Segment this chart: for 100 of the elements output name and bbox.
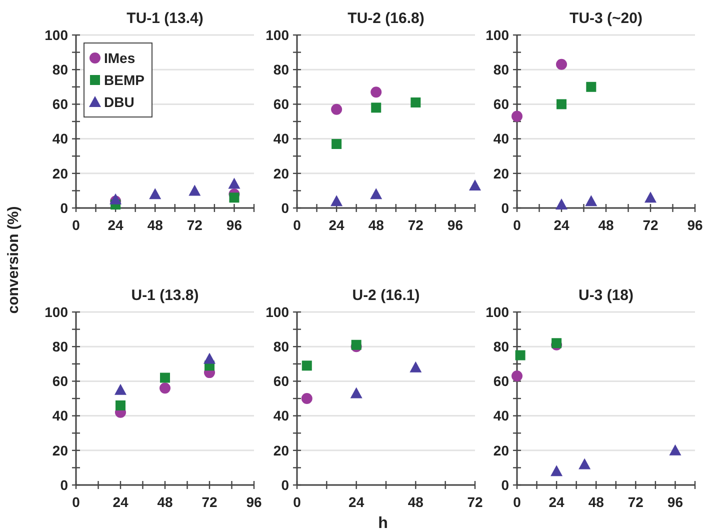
legend-label: IMes (104, 50, 136, 66)
y-tick-label: 80 (493, 62, 510, 78)
point (410, 361, 422, 372)
point (669, 444, 682, 456)
y-tick-label: 40 (273, 408, 290, 424)
x-tick-label: 48 (598, 217, 614, 233)
y-tick-label: 40 (52, 130, 68, 147)
point (550, 465, 563, 476)
x-tick-label: 96 (687, 217, 703, 233)
point (585, 195, 598, 206)
x-tick-label: 24 (348, 494, 364, 510)
x-tick-label: 48 (147, 217, 164, 233)
point (332, 138, 342, 149)
point (301, 393, 312, 404)
y-tick-label: 60 (493, 373, 510, 390)
y-tick-label: 100 (44, 304, 68, 320)
y-tick-label: 0 (281, 476, 290, 493)
point (512, 370, 522, 382)
y-tick-label: 80 (273, 62, 290, 78)
point (556, 198, 568, 210)
point (331, 104, 342, 115)
x-tick-label: 72 (628, 494, 644, 510)
x-tick-label: 24 (108, 217, 124, 233)
point (586, 82, 596, 92)
chart-title: U-1 (13.8) (131, 287, 199, 304)
point (644, 192, 656, 203)
point (556, 58, 567, 70)
x-tick-label: 72 (642, 217, 658, 233)
y-tick-label: 60 (273, 96, 290, 112)
y-tick-label: 80 (273, 338, 290, 354)
y-tick-label: 0 (60, 476, 68, 493)
chart-title: TU-3 (~20) (570, 10, 642, 27)
chart-title: U-3 (18) (578, 287, 634, 304)
y-tick-label: 20 (493, 165, 510, 182)
y-tick-label: 60 (273, 373, 290, 390)
y-tick-label: 60 (52, 373, 68, 390)
chart-title: U-2 (16.1) (352, 287, 420, 304)
y-tick-label: 100 (486, 26, 510, 43)
y-tick-label: 100 (266, 304, 290, 320)
point (371, 102, 382, 113)
x-tick-label: 0 (72, 494, 80, 510)
point (410, 97, 421, 108)
y-tick-label: 60 (52, 96, 68, 112)
x-tick-label: 48 (368, 217, 384, 233)
x-tick-label: 96 (246, 494, 262, 510)
chart-title: TU-1 (13.4) (126, 10, 204, 27)
y-tick-label: 80 (52, 338, 68, 354)
point (351, 340, 362, 350)
y-tick-label: 40 (493, 408, 510, 424)
y-tick-label: 20 (52, 442, 68, 458)
x-tick-label: 0 (293, 494, 302, 510)
y-tick-label: 0 (281, 200, 290, 216)
y-tick-label: 20 (52, 165, 68, 182)
legend-label: BEMP (104, 72, 144, 88)
point (204, 352, 216, 364)
legend-label: DBU (104, 94, 134, 110)
x-tick-label: 96 (226, 217, 242, 233)
point (556, 99, 566, 110)
y-axis-title: conversion (%) (5, 206, 22, 314)
x-tick-label: 24 (112, 494, 128, 510)
x-axis-title: h (378, 515, 388, 532)
y-tick-label: 100 (486, 304, 510, 320)
y-tick-label: 80 (52, 62, 68, 78)
chart-title: TU-2 (16.8) (348, 10, 424, 27)
x-tick-label: 24 (328, 217, 345, 233)
x-tick-label: 24 (548, 494, 565, 510)
y-tick-label: 40 (273, 130, 290, 147)
x-tick-label: 72 (202, 494, 218, 510)
y-tick-label: 60 (493, 96, 510, 112)
y-tick-label: 100 (44, 26, 68, 43)
x-tick-label: 48 (408, 494, 424, 510)
x-tick-label: 24 (554, 217, 570, 233)
x-tick-label: 48 (588, 494, 604, 510)
x-tick-label: 0 (293, 217, 302, 233)
point (330, 195, 343, 206)
y-tick-label: 100 (266, 26, 290, 43)
y-tick-label: 80 (493, 338, 510, 354)
x-tick-label: 72 (467, 494, 483, 510)
x-tick-label: 72 (408, 217, 424, 233)
point (160, 372, 170, 383)
y-tick-label: 20 (273, 442, 290, 458)
point (302, 360, 312, 371)
y-tick-label: 0 (60, 200, 68, 216)
y-tick-label: 20 (493, 442, 510, 458)
point (370, 188, 382, 200)
y-tick-label: 40 (52, 408, 68, 424)
point (578, 458, 591, 470)
x-tick-label: 96 (667, 494, 684, 510)
point (350, 387, 362, 398)
point (116, 400, 126, 410)
point (370, 86, 382, 98)
y-tick-label: 20 (273, 165, 290, 182)
x-tick-label: 0 (513, 494, 522, 510)
x-tick-label: 48 (157, 494, 173, 510)
point (469, 180, 481, 191)
x-tick-label: 0 (72, 217, 80, 233)
y-tick-label: 0 (501, 200, 510, 216)
x-tick-label: 0 (513, 217, 522, 233)
x-tick-label: 72 (186, 217, 203, 233)
point (515, 350, 526, 360)
